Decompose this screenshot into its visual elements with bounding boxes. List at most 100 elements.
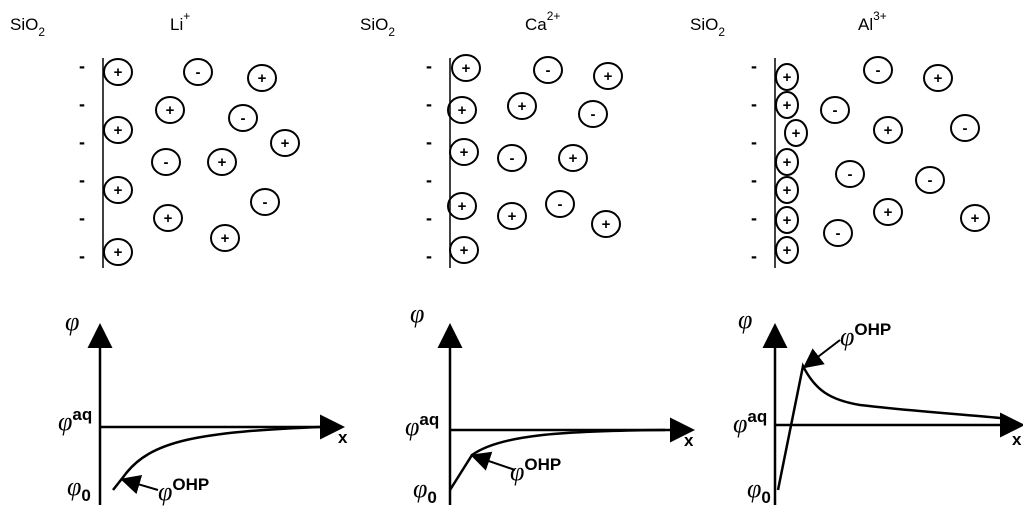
wall-charge: - bbox=[751, 246, 757, 266]
text-base: φ bbox=[413, 474, 427, 503]
ion-sign: - bbox=[196, 64, 201, 81]
text-sub: 2 bbox=[718, 25, 725, 39]
phi-zero-label: φ0 bbox=[413, 474, 437, 507]
ion-sign: - bbox=[963, 120, 968, 137]
ion-sign: + bbox=[114, 122, 123, 139]
phi-aq-label: φaq bbox=[733, 407, 767, 438]
diagram: SiO2Li+------+-++-++-++-+++φφaqφ0φOHPxSi… bbox=[0, 0, 1023, 507]
y-axis-label: φ bbox=[65, 307, 79, 336]
y-axis-label: φ bbox=[738, 305, 752, 334]
ion-sign: + bbox=[508, 208, 517, 225]
text-sub: 0 bbox=[761, 488, 770, 507]
ion-sign: + bbox=[164, 210, 173, 227]
ohp-arrow bbox=[474, 456, 515, 470]
wall-charge: - bbox=[426, 170, 432, 190]
wall-charge: - bbox=[426, 208, 432, 228]
ion-sign: - bbox=[164, 154, 169, 171]
ion-sign: - bbox=[510, 150, 515, 167]
ion-sign: + bbox=[792, 125, 801, 142]
text-sup: aq bbox=[72, 405, 92, 424]
potential-curve bbox=[778, 366, 1000, 490]
ion-sign: + bbox=[460, 144, 469, 161]
text-sup: + bbox=[183, 9, 190, 23]
ion-sign: - bbox=[848, 166, 853, 183]
ion-sign: - bbox=[836, 225, 841, 242]
text-base: φ bbox=[747, 474, 761, 503]
ion-sign: + bbox=[569, 150, 578, 167]
ion-sign: + bbox=[783, 242, 792, 259]
ion-sign: + bbox=[458, 198, 467, 215]
ion-sign: + bbox=[783, 154, 792, 171]
text-base: φ bbox=[510, 457, 524, 486]
text-sup: 2+ bbox=[547, 9, 561, 23]
wall-charge: - bbox=[426, 56, 432, 76]
text-base: φ bbox=[840, 322, 854, 351]
phi-ohp-label: φOHP bbox=[840, 320, 891, 351]
ion-sign: + bbox=[458, 102, 467, 119]
wall-charge: - bbox=[751, 132, 757, 152]
ion-sign: + bbox=[604, 68, 613, 85]
wall-charge: - bbox=[79, 94, 85, 114]
ion-sign: - bbox=[928, 172, 933, 189]
ion-sign: - bbox=[241, 110, 246, 127]
ion-sign: - bbox=[833, 102, 838, 119]
ohp-arrow bbox=[124, 480, 158, 490]
ion-sign: + bbox=[934, 70, 943, 87]
text-sup: aq bbox=[747, 407, 767, 426]
text-base: Li bbox=[170, 15, 183, 34]
phi-zero-label: φ0 bbox=[747, 474, 771, 507]
phi-aq-label: φaq bbox=[58, 405, 92, 436]
ion-sign: + bbox=[518, 98, 527, 115]
x-axis-label: x bbox=[338, 428, 348, 447]
ion-sign: - bbox=[546, 62, 551, 79]
cation-label: Al3+ bbox=[858, 9, 887, 34]
wall-charge: - bbox=[79, 208, 85, 228]
text-sup: OHP bbox=[524, 455, 561, 474]
ion-sign: + bbox=[166, 102, 175, 119]
ion-sign: + bbox=[602, 216, 611, 233]
ion-sign: + bbox=[281, 135, 290, 152]
wall-charge: - bbox=[426, 132, 432, 152]
phi-zero-label: φ0 bbox=[67, 472, 91, 505]
wall-charge: - bbox=[79, 246, 85, 266]
ion-sign: + bbox=[971, 210, 980, 227]
text-base: Al bbox=[858, 15, 873, 34]
substrate-label: SiO2 bbox=[690, 15, 725, 39]
ion-sign: - bbox=[591, 106, 596, 123]
text-base: φ bbox=[733, 409, 747, 438]
ion-sign: + bbox=[783, 97, 792, 114]
phi-ohp-label: φOHP bbox=[158, 475, 209, 506]
text-sub: 2 bbox=[388, 25, 395, 39]
text-sup: OHP bbox=[172, 475, 209, 494]
text-base: SiO bbox=[690, 15, 718, 34]
text-base: SiO bbox=[10, 15, 38, 34]
wall-charge: - bbox=[426, 94, 432, 114]
ion-sign: + bbox=[114, 64, 123, 81]
ion-sign: + bbox=[783, 182, 792, 199]
phi-ohp-label: φOHP bbox=[510, 455, 561, 486]
text-base: φ bbox=[58, 407, 72, 436]
ion-sign: + bbox=[114, 244, 123, 261]
ion-sign: - bbox=[876, 62, 881, 79]
ion-sign: - bbox=[263, 194, 268, 211]
text-sup: OHP bbox=[854, 320, 891, 339]
text-base: SiO bbox=[360, 15, 388, 34]
cation-label: Ca2+ bbox=[525, 9, 560, 34]
ion-sign: + bbox=[884, 204, 893, 221]
y-axis-label: φ bbox=[410, 299, 424, 328]
wall-charge: - bbox=[426, 246, 432, 266]
ion-sign: + bbox=[114, 182, 123, 199]
text-base: φ bbox=[158, 477, 172, 506]
ion-sign: + bbox=[258, 70, 267, 87]
text-base: Ca bbox=[525, 15, 547, 34]
phi-aq-label: φaq bbox=[405, 410, 439, 441]
potential-curve bbox=[113, 427, 320, 490]
ion-sign: + bbox=[462, 60, 471, 77]
substrate-label: SiO2 bbox=[10, 15, 45, 39]
ion-sign: + bbox=[460, 242, 469, 259]
text-sub: 0 bbox=[81, 486, 90, 505]
wall-charge: - bbox=[751, 208, 757, 228]
ion-sign: + bbox=[783, 212, 792, 229]
x-axis-label: x bbox=[684, 431, 694, 450]
cation-label: Li+ bbox=[170, 9, 190, 34]
